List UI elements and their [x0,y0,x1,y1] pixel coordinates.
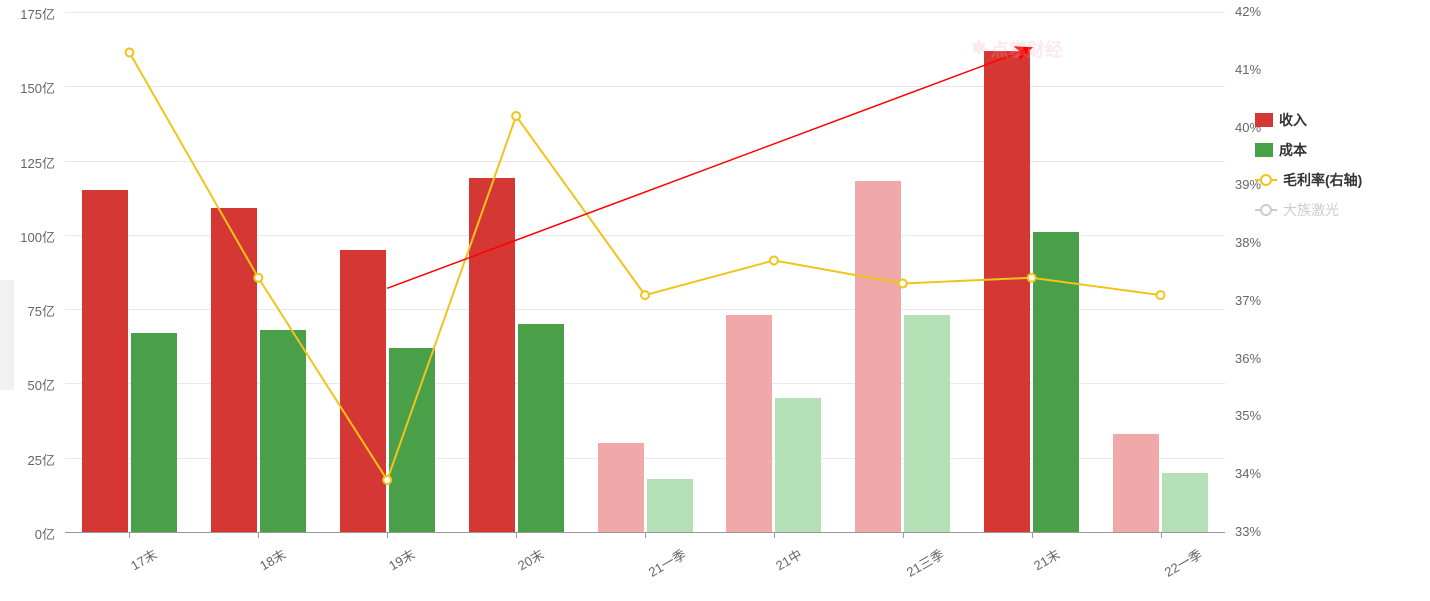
legend-label: 大族激光 [1283,200,1339,220]
y-left-label: 100亿 [0,227,55,246]
x-tick [1032,532,1033,538]
watermark-text: 点掌财经 [991,36,1063,62]
line-margin[interactable] [129,52,1160,480]
x-tick [387,532,388,538]
watermark-icon: ✽ [972,38,987,59]
legend: 收入成本毛利率(右轴) 大族激光 [1255,110,1362,230]
legend-label: 毛利率(右轴) [1283,170,1362,190]
y-left-label: 0亿 [0,524,55,543]
x-label: 19末 [385,544,418,574]
x-label: 21三季 [902,544,947,581]
x-label: 18末 [256,544,289,574]
x-label: 22一季 [1160,544,1205,581]
legend-swatch [1255,143,1273,157]
y-left-label: 125亿 [0,153,55,172]
y-right-label: 35% [1235,408,1261,423]
x-tick [1161,532,1162,538]
y-right-label: 34% [1235,466,1261,481]
x-tick [129,532,130,538]
x-tick [903,532,904,538]
line-marker[interactable] [383,476,391,484]
legend-line-swatch [1255,173,1277,187]
x-label: 21末 [1029,544,1062,574]
y-right-label: 37% [1235,293,1261,308]
y-right-label: 41% [1235,62,1261,77]
y-left-label: 175亿 [0,4,55,23]
x-label: 20末 [514,544,547,574]
legend-line-swatch [1255,203,1277,217]
line-marker[interactable] [641,291,649,299]
y-right-label: 42% [1235,4,1261,19]
line-marker[interactable] [1028,274,1036,282]
legend-item-cost[interactable]: 成本 [1255,140,1362,160]
line-marker[interactable] [1157,291,1165,299]
x-label: 17末 [127,544,160,574]
y-right-label: 33% [1235,524,1261,539]
legend-item-inactive[interactable]: 大族激光 [1255,200,1362,220]
legend-label: 成本 [1279,140,1307,160]
line-marker[interactable] [512,112,520,120]
y-right-label: 38% [1235,235,1261,250]
y-left-label: 25亿 [0,450,55,469]
y-left-label: 150亿 [0,78,55,97]
x-label: 21中 [772,544,805,574]
x-tick [258,532,259,538]
x-tick [645,532,646,538]
line-marker[interactable] [770,256,778,264]
x-tick [774,532,775,538]
trend-arrow [387,48,1031,289]
x-label: 21一季 [644,544,689,581]
line-marker[interactable] [254,274,262,282]
legend-label: 收入 [1279,110,1307,130]
chart-root: 0亿25亿50亿75亿100亿125亿150亿175亿33%34%35%36%3… [0,0,1430,601]
line-marker[interactable] [125,48,133,56]
watermark: ✽点掌财经 [972,36,1063,62]
overlay-svg [65,12,1225,532]
legend-item-margin[interactable]: 毛利率(右轴) [1255,170,1362,190]
x-tick [516,532,517,538]
line-marker[interactable] [899,280,907,288]
side-gray-bar [0,280,14,390]
legend-swatch [1255,113,1273,127]
plot-area [65,12,1225,533]
y-right-label: 36% [1235,351,1261,366]
legend-item-revenue[interactable]: 收入 [1255,110,1362,130]
